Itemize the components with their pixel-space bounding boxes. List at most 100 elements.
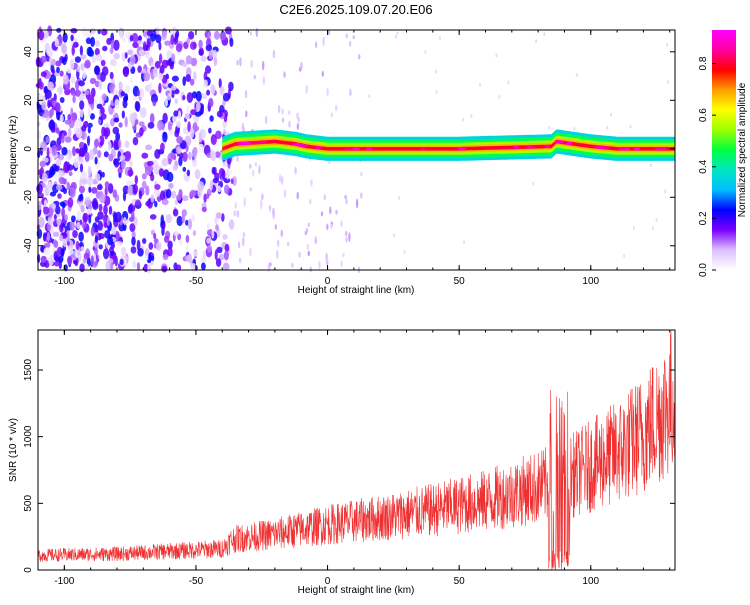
noise-speckle [70, 76, 76, 84]
noise-speckle [57, 193, 62, 199]
noise-speckle [66, 66, 72, 74]
noise-speckle [121, 246, 127, 257]
noise-speckle [46, 47, 53, 57]
noise-speckle [129, 160, 133, 168]
noise-speckle [56, 110, 61, 121]
faint-speckle [330, 223, 333, 229]
noise-speckle [96, 184, 103, 191]
noise-speckle [40, 141, 48, 152]
noise-speckle [201, 206, 207, 213]
noise-speckle [210, 134, 217, 146]
faint-speckle [237, 241, 241, 249]
noise-speckle [103, 151, 109, 158]
noise-speckle [161, 30, 167, 41]
noise-speckle [124, 93, 129, 101]
faint-speckle [535, 39, 538, 44]
faint-speckle [393, 233, 396, 238]
faint-speckle [296, 122, 300, 131]
faint-speckle [249, 164, 252, 169]
noise-speckle [48, 254, 55, 266]
noise-speckle [200, 93, 208, 99]
noise-speckle [97, 150, 102, 158]
band-hotspot [526, 145, 536, 149]
x-tick-label: 50 [454, 576, 466, 587]
noise-speckle [55, 184, 63, 191]
noise-speckle [38, 169, 43, 176]
snr-y-ticks: 0 500 1000 1500 [23, 358, 675, 573]
noise-speckle [197, 181, 205, 192]
faint-speckle [272, 49, 276, 59]
band-hotspot [617, 147, 628, 151]
faint-speckle [575, 73, 578, 77]
noise-speckle [127, 169, 134, 177]
faint-speckle [296, 112, 299, 119]
snr-panel: -100 -50 0 50 100 0 500 1000 1500 Height of str… [8, 329, 676, 596]
noise-speckle [83, 252, 90, 260]
noise-speckle [74, 89, 81, 97]
noise-speckle [108, 153, 114, 162]
noise-speckle [101, 66, 109, 76]
faint-speckle [276, 249, 279, 260]
noise-speckle [87, 107, 92, 118]
noise-speckle [101, 93, 107, 102]
noise-speckle [52, 231, 60, 237]
noise-speckle [222, 161, 228, 168]
noise-speckle [154, 188, 161, 198]
faint-speckle [610, 112, 613, 117]
noise-speckle [78, 80, 85, 87]
noise-speckle [138, 121, 145, 127]
noise-speckle [161, 265, 168, 273]
noise-speckle [151, 93, 158, 104]
noise-speckle [157, 119, 164, 131]
faint-speckle [439, 36, 441, 41]
noise-speckle [185, 234, 190, 243]
noise-speckle [173, 110, 179, 117]
spectral-band [222, 129, 676, 161]
noise-speckle [91, 87, 96, 98]
band-hotspot [601, 146, 610, 150]
noise-speckle [67, 127, 72, 138]
noise-speckle [161, 59, 169, 69]
noise-speckle [58, 256, 64, 263]
faint-speckle [280, 175, 284, 185]
noise-speckle [141, 152, 149, 159]
y-tick-label: 1500 [23, 358, 34, 381]
faint-speckle [255, 27, 258, 38]
noise-speckle [154, 184, 161, 190]
noise-speckle [162, 131, 168, 143]
noise-speckle [103, 127, 111, 137]
noise-speckle [61, 146, 68, 156]
noise-speckle [59, 114, 64, 123]
noise-speckle [167, 123, 172, 131]
noise-speckle [129, 35, 134, 42]
faint-speckle [305, 85, 308, 95]
band-hotspot [566, 141, 572, 145]
noise-speckle [118, 172, 122, 178]
noise-speckle [148, 252, 152, 263]
noise-speckle [80, 63, 85, 71]
noise-speckle [194, 169, 201, 180]
faint-speckle [304, 230, 307, 236]
faint-speckle [479, 82, 482, 87]
noise-speckle [155, 34, 162, 44]
noise-speckle [125, 31, 130, 39]
noise-speckle [78, 147, 86, 157]
faint-speckle [463, 240, 466, 245]
snr-frame [37, 329, 676, 571]
noise-speckle [59, 234, 64, 242]
noise-speckle [132, 136, 139, 146]
noise-speckle [233, 210, 237, 217]
faint-speckle [667, 80, 669, 85]
noise-speckle [228, 81, 234, 92]
noise-speckle [43, 247, 51, 256]
noise-speckle [141, 173, 147, 180]
noise-speckle [102, 215, 107, 223]
noise-speckle [84, 89, 90, 96]
noise-speckle [200, 55, 207, 62]
noise-speckle [79, 263, 85, 273]
spectrogram-y-label: Frequency (Hz) [8, 116, 19, 185]
noise-speckle [127, 185, 135, 197]
noise-speckle [191, 263, 197, 273]
faint-speckle [435, 89, 438, 94]
noise-speckle [62, 187, 68, 195]
